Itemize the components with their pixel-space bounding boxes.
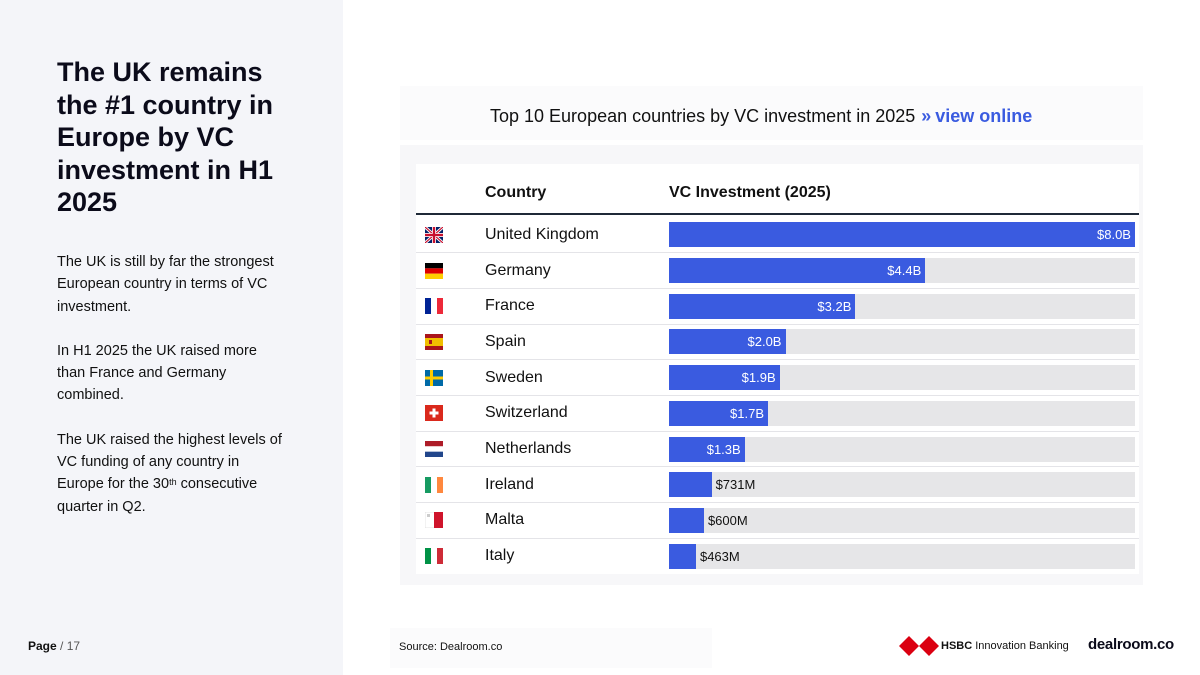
- switzerland-flag: [425, 405, 443, 422]
- bar: [669, 329, 786, 355]
- bar-track: [669, 543, 1135, 569]
- country-label: Spain: [485, 332, 526, 350]
- body-text: The UK is still by far the strongest Eur…: [57, 251, 287, 540]
- country-label: Germany: [485, 261, 551, 279]
- hsbc-hexagon-icon: [899, 636, 939, 656]
- netherlands-flag: [425, 441, 443, 458]
- bar-track: [669, 436, 1135, 462]
- double-chevron-icon: »: [921, 106, 932, 126]
- chart-title: Top 10 European countries by VC investme…: [490, 106, 1032, 127]
- page-total: 17: [66, 639, 81, 653]
- headline: The UK remains the #1 country in Europe …: [57, 57, 274, 217]
- italy-flag: [425, 548, 443, 565]
- france-flag: [425, 298, 443, 315]
- row-divider: [416, 252, 1139, 254]
- bar: [669, 222, 1135, 248]
- bar-value-label: $731M: [715, 477, 756, 493]
- bar-value-label: $3.2B: [817, 298, 852, 314]
- spain-flag: [425, 333, 443, 350]
- row-divider: [416, 287, 1139, 289]
- germany-flag: [425, 262, 443, 279]
- bar: [669, 507, 704, 533]
- country-label: Ireland: [485, 475, 534, 493]
- page-label: Page: [28, 639, 57, 653]
- bar: [669, 258, 926, 284]
- page-number: Page / 17: [28, 639, 80, 653]
- bar-value-label: $1.9B: [741, 370, 776, 386]
- malta-flag: [425, 512, 443, 529]
- page-separator: /: [60, 639, 64, 653]
- value-column-header: VC Investment (2025): [669, 184, 831, 201]
- header-divider: [416, 213, 1139, 215]
- row-divider: [416, 395, 1139, 396]
- bar: [669, 472, 712, 498]
- bar-value-label: $2.0B: [747, 334, 782, 350]
- bar-value-label: $4.4B: [887, 263, 922, 279]
- bar-value-label: $463M: [699, 548, 740, 564]
- view-online-link[interactable]: view online: [935, 106, 1033, 126]
- row-divider: [416, 323, 1139, 325]
- hsbc-wordmark: HSBC: [941, 640, 973, 652]
- hsbc-logo: HSBC Innovation Banking: [941, 640, 1069, 652]
- bar-track: [669, 472, 1135, 498]
- country-label: Malta: [485, 511, 525, 529]
- uk-flag: [425, 226, 443, 243]
- country-label: Switzerland: [485, 404, 568, 422]
- paragraph-3-end: consecutive quarter in Q2.: [57, 476, 258, 515]
- bar-track: [669, 507, 1135, 533]
- country-label: United Kingdom: [485, 225, 599, 243]
- country-column-header: Country: [485, 184, 547, 201]
- bar-value-label: $8.0B: [1097, 227, 1131, 243]
- source-panel: [390, 628, 712, 668]
- country-label: France: [485, 297, 535, 315]
- hsbc-subtitle: Innovation Banking: [972, 640, 1069, 652]
- bar: [669, 365, 780, 391]
- row-divider: [416, 537, 1139, 539]
- chart-title-text: Top 10 European countries by VC investme…: [490, 106, 916, 126]
- country-label: Sweden: [485, 368, 543, 386]
- row-divider: [416, 502, 1139, 504]
- row-divider: [416, 430, 1139, 432]
- bar: [669, 543, 696, 569]
- source-note: Source: Dealroom.co: [399, 641, 503, 653]
- bar-value-label: $1.7B: [730, 405, 764, 421]
- chart-title-panel: [400, 86, 1143, 140]
- paragraph-1: The UK is still by far the strongest Eur…: [57, 254, 274, 315]
- country-label: Italy: [485, 547, 515, 565]
- ireland-flag: [425, 476, 443, 493]
- row-divider: [416, 359, 1139, 361]
- row-divider: [416, 466, 1139, 468]
- bar: [669, 293, 856, 319]
- dealroom-logo: dealroom.co: [1088, 636, 1174, 653]
- paragraph-3: The UK raised the highest levels of VC f…: [57, 429, 287, 518]
- bar-value-label: $600M: [707, 512, 748, 528]
- left-panel: [0, 0, 343, 675]
- bar: [669, 400, 769, 426]
- bar-value-label: $1.3B: [706, 441, 741, 457]
- ordinal-suffix: th: [169, 477, 177, 488]
- paragraph-2: In H1 2025 the UK raised more than Franc…: [57, 342, 257, 404]
- country-label: Netherlands: [485, 440, 572, 458]
- paragraph-3-start: The UK raised the highest levels of VC f…: [57, 431, 282, 493]
- bar: [669, 436, 745, 462]
- sweden-flag: [425, 369, 443, 386]
